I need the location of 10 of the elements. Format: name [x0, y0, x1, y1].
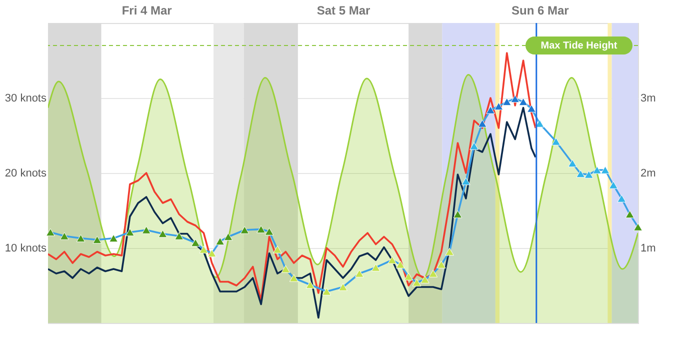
y-tick-label: 20 knots — [4, 168, 47, 180]
y2-tick-label: 1m — [640, 242, 656, 254]
x-tick-label: Fri 4 Mar — [122, 4, 172, 18]
y-tick-label: 10 knots — [4, 242, 47, 254]
x-tick-label: Sun 6 Mar — [511, 4, 570, 18]
ref-line-label: Max Tide Height — [540, 40, 618, 52]
x-tick-label: Sat 5 Mar — [316, 4, 371, 18]
y-tick-label: 30 knots — [4, 92, 47, 104]
y2-tick-label: 2m — [640, 168, 656, 180]
y2-tick-label: 3m — [640, 92, 656, 104]
